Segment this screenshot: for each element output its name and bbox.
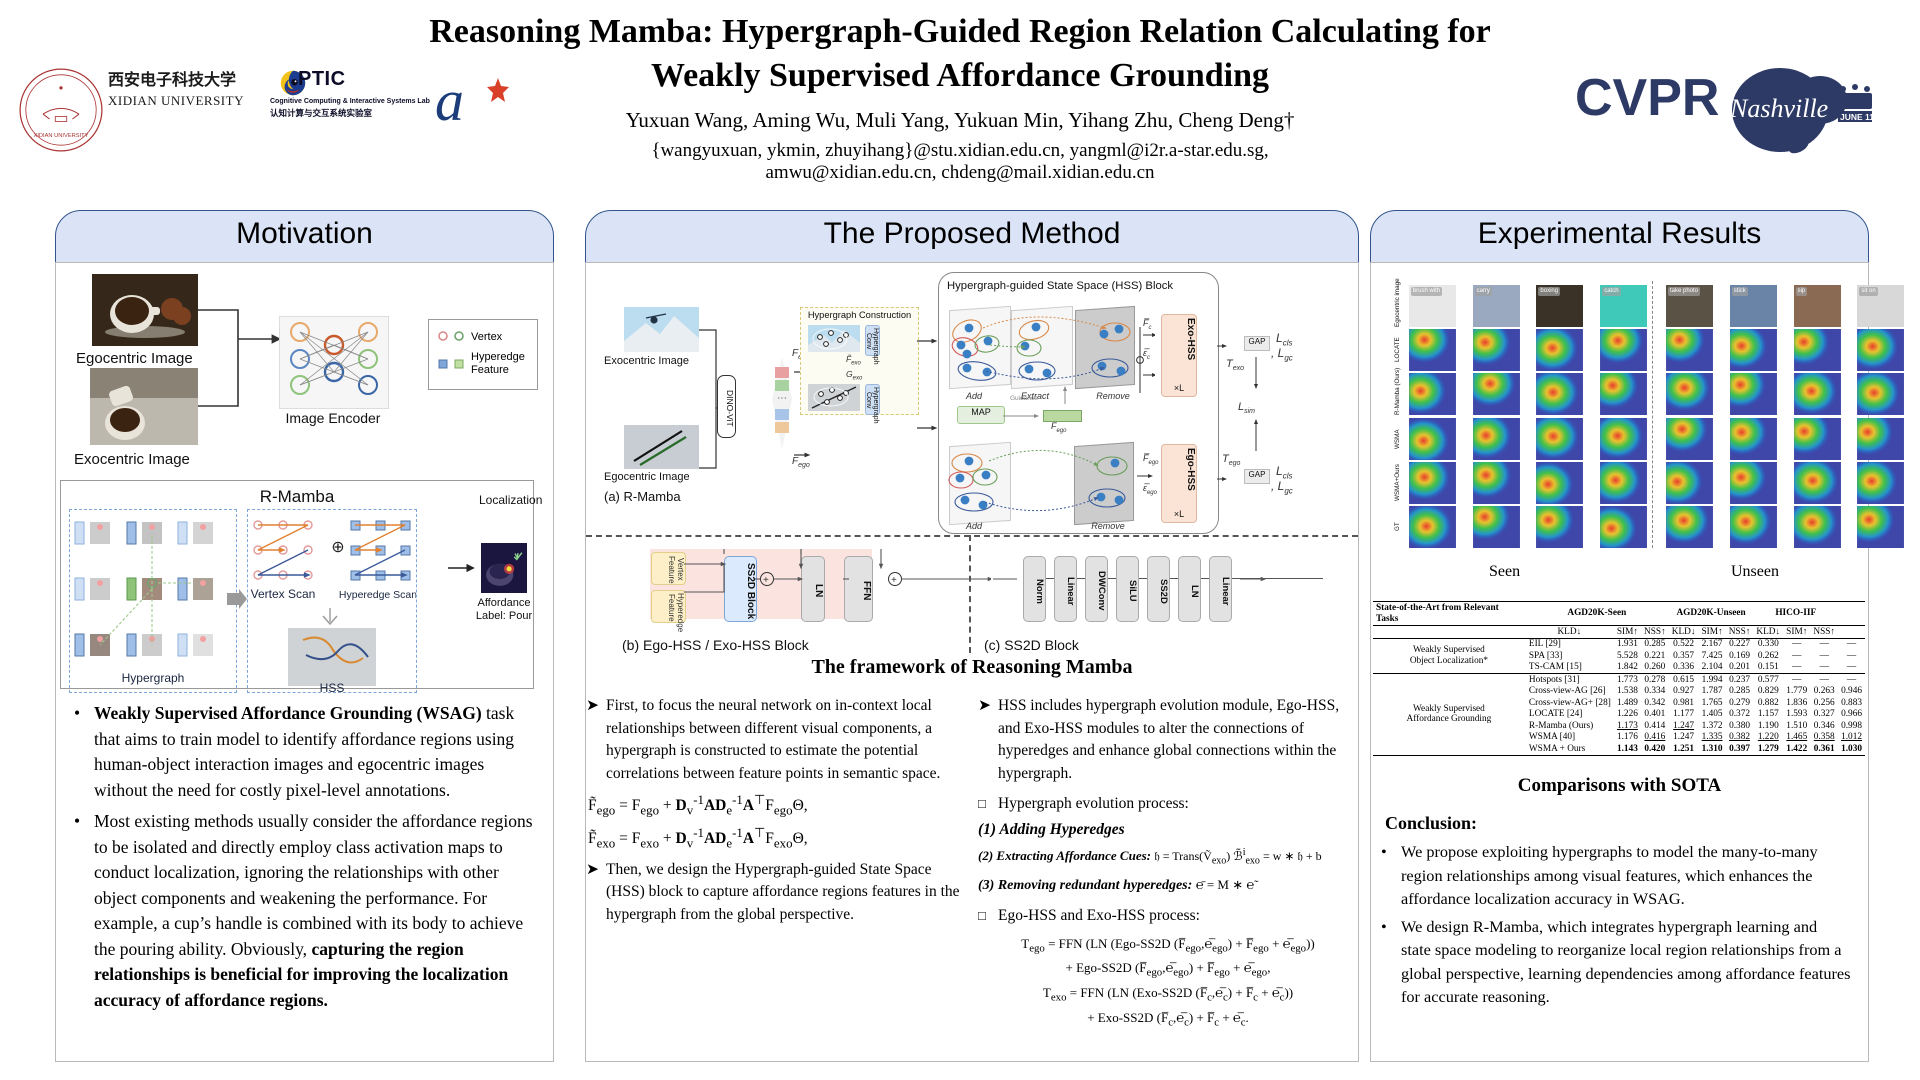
svg-text:XIDIAN UNIVERSITY: XIDIAN UNIVERSITY — [34, 133, 89, 139]
svg-text:Add: Add — [965, 521, 983, 531]
svg-text:Remove: Remove — [1096, 391, 1130, 401]
svg-text:a: a — [435, 72, 464, 132]
svg-text:+: + — [891, 575, 897, 586]
svg-text:Nashville: Nashville — [1729, 94, 1828, 123]
svg-text:⋯: ⋯ — [777, 393, 787, 404]
svg-text:JUNE 11-15, 2025: JUNE 11-15, 2025 — [1840, 112, 1875, 122]
svg-text:Hypergraph: Hypergraph — [122, 671, 185, 685]
svg-text:Hyperedge Scan: Hyperedge Scan — [339, 589, 416, 601]
svg-text:+: + — [763, 575, 769, 586]
svg-text:Vertex: Vertex — [471, 331, 503, 343]
svg-text:Add: Add — [965, 391, 983, 401]
svg-text:Vertex Scan: Vertex Scan — [251, 587, 316, 601]
svg-text:Remove: Remove — [1091, 521, 1125, 531]
svg-text:CVPR: CVPR — [1575, 69, 1719, 127]
svg-text:Hyperedge: Hyperedge — [471, 351, 525, 363]
svg-text:⊕: ⊕ — [331, 539, 344, 556]
svg-text:HSS: HSS — [320, 681, 345, 692]
svg-text:Feature: Feature — [471, 364, 509, 376]
